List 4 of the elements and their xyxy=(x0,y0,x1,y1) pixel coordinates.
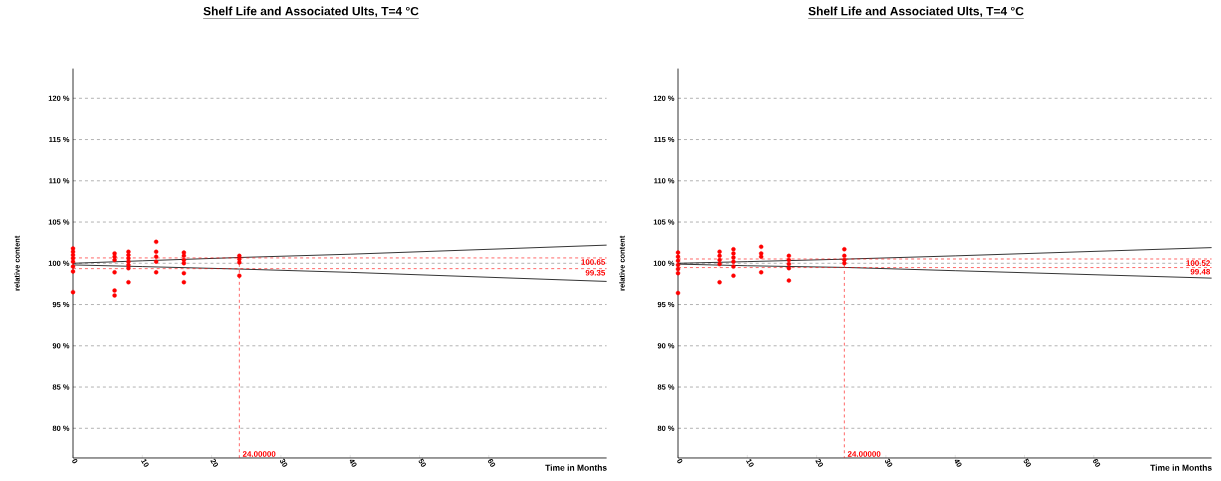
chart-title: Shelf Life and Associated Ults, T=4 °C xyxy=(203,6,419,18)
x-axis-title: Time in Months xyxy=(1150,464,1212,471)
chart-title: Shelf Life and Associated Ults, T=4 °C xyxy=(808,6,1024,18)
x-axis-title: Time in Months xyxy=(545,464,607,471)
